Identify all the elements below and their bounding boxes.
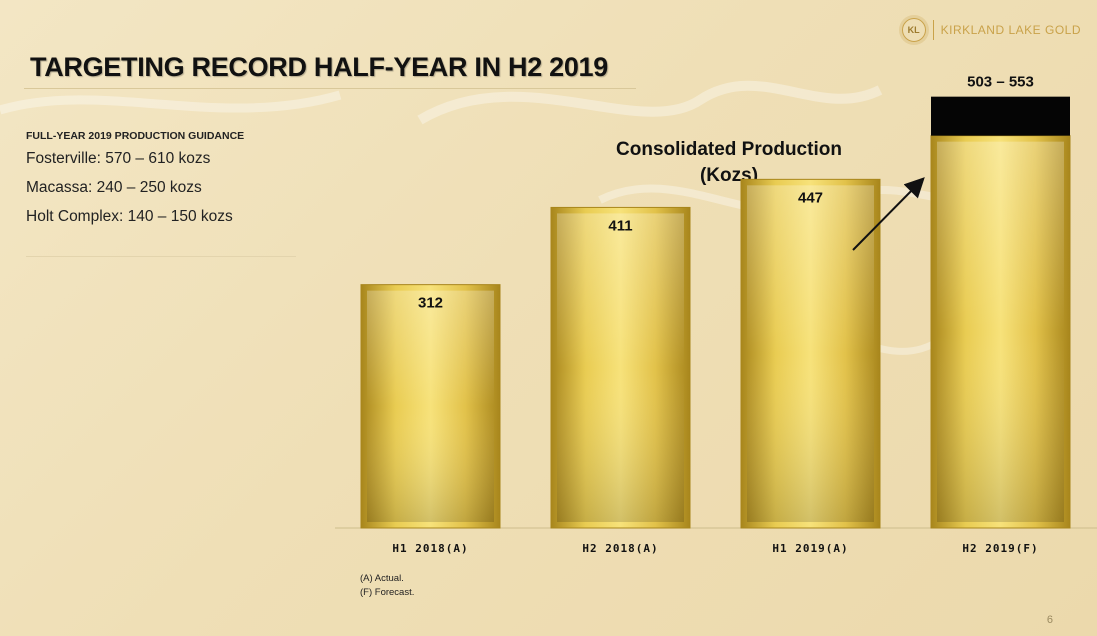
page-title: TARGETING RECORD HALF-YEAR IN H2 2019 xyxy=(30,52,608,82)
guidance-heading: FULL-YEAR 2019 PRODUCTION GUIDANCE xyxy=(26,130,245,142)
guidance-divider xyxy=(26,256,296,257)
data-label-3: 503 – 553 xyxy=(967,74,1034,91)
footnote-actual: (A) Actual. xyxy=(360,573,404,584)
x-tick-label-3: H2 2019(F) xyxy=(962,542,1038,555)
footnote-forecast: (F) Forecast. xyxy=(360,587,415,598)
guidance-line-fosterville: Fosterville: 570 – 610 kozs xyxy=(26,150,211,167)
data-label-2: 447 xyxy=(798,189,823,206)
logo-text: KIRKLAND LAKE GOLD xyxy=(940,23,1081,37)
guidance-line-holt: Holt Complex: 140 – 150 kozs xyxy=(26,208,233,225)
x-tick-label-1: H2 2018(A) xyxy=(582,542,658,555)
chart-title: Consolidated Production xyxy=(616,139,842,160)
x-tick-label-0: H1 2018(A) xyxy=(392,542,468,555)
bar-sheen-0 xyxy=(367,290,494,522)
data-label-0: 312 xyxy=(418,295,443,312)
guidance-line-macassa: Macassa: 240 – 250 kozs xyxy=(26,179,202,196)
bar-sheen-3 xyxy=(937,141,1064,522)
title-divider xyxy=(24,88,636,89)
data-label-1: 411 xyxy=(608,217,632,234)
guidance-panel: FULL-YEAR 2019 PRODUCTION GUIDANCE Foste… xyxy=(26,130,244,237)
growth-arrow xyxy=(852,177,925,251)
bar-sheen-2 xyxy=(747,185,874,522)
page-number: 6 xyxy=(1046,614,1053,626)
company-logo: KL KIRKLAND LAKE GOLD xyxy=(901,18,1081,42)
footnotes: (A) Actual. (F) Forecast. xyxy=(360,572,414,600)
bar-range-3 xyxy=(931,96,1070,136)
logo-sun-icon: KL xyxy=(901,18,926,42)
logo-divider xyxy=(932,20,934,40)
bar-sheen-1 xyxy=(557,213,684,523)
x-tick-label-2: H1 2019(A) xyxy=(772,542,848,555)
